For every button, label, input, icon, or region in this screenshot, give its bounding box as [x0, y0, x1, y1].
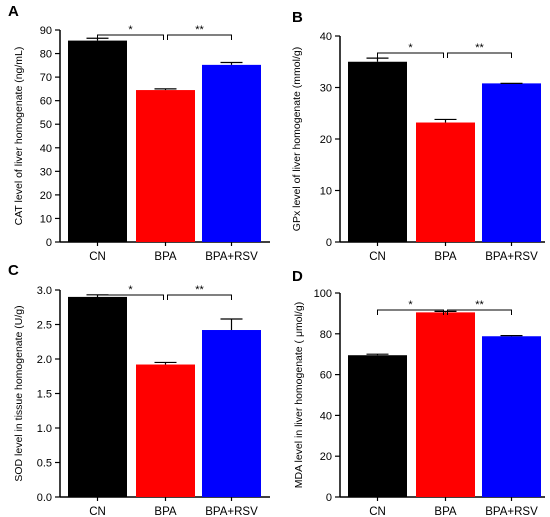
x-tick-label: BPA+RSV	[205, 506, 258, 517]
bar-cn	[348, 61, 407, 242]
y-tick-label: 40	[320, 410, 332, 422]
bar-bpa-rsv	[482, 83, 541, 242]
x-tick-label: BPA	[434, 506, 456, 517]
significance-label: **	[475, 42, 484, 54]
y-tick-label: 2.5	[37, 320, 52, 332]
significance-bracket	[97, 34, 164, 40]
x-tick-label: BPA	[154, 251, 176, 263]
y-tick-label: 1.0	[37, 423, 52, 435]
x-tick-label: BPA+RSV	[485, 506, 538, 517]
bar-cn	[68, 296, 127, 497]
y-axis-label: SOD level in tissue homogenate (U/g)	[13, 305, 25, 481]
chart-panel-b: B GPx level of liver homogenate (mmol/g) 0…	[291, 9, 545, 263]
panel-label: D	[292, 268, 303, 285]
y-tick-label: 0.0	[37, 492, 52, 504]
significance-bracket	[447, 52, 512, 58]
x-tick-label: CN	[369, 506, 386, 517]
y-axis-label: GPx level of liver homogenate (mmol/g)	[291, 47, 303, 231]
y-tick-label: 0.5	[37, 458, 52, 470]
y-tick-label: 40	[320, 31, 332, 43]
y-axis-label: MDA level in liver homogenate ( μmol/g)	[293, 302, 305, 488]
x-tick-label: BPA+RSV	[205, 251, 258, 263]
y-tick-label: 1.5	[37, 389, 52, 401]
y-tick-label: 0	[326, 492, 332, 504]
bar-cn	[348, 355, 407, 497]
y-tick-label: 2.0	[37, 354, 52, 366]
y-tick-label: 80	[40, 49, 52, 61]
significance-label: **	[195, 284, 204, 296]
y-tick-label: 90	[40, 25, 52, 37]
x-tick-label: CN	[89, 251, 106, 263]
significance-label: *	[408, 299, 413, 311]
bar-bpa	[416, 122, 475, 242]
y-tick-label: 80	[320, 329, 332, 341]
y-tick-label: 100	[314, 288, 332, 300]
y-tick-label: 50	[40, 119, 52, 131]
y-tick-label: 60	[320, 370, 332, 382]
chart-panel-a: A CAT level of liver homogenate (ng/mL) 0 1…	[8, 3, 270, 263]
significance-bracket	[377, 52, 444, 58]
significance-label: **	[195, 24, 204, 36]
significance-label: **	[475, 299, 484, 311]
chart-panel-d: D MDA level in liver homogenate ( μmol/g)…	[292, 268, 545, 517]
significance-label: *	[408, 42, 413, 54]
significance-bracket	[377, 309, 444, 315]
y-tick-label: 20	[320, 134, 332, 146]
bar-cn	[68, 40, 127, 242]
bar-bpa-rsv	[482, 336, 541, 497]
y-tick-label: 10	[40, 213, 52, 225]
y-tick-label: 20	[320, 451, 332, 463]
y-tick-label: 60	[40, 96, 52, 108]
bar-bpa	[416, 312, 475, 497]
significance-bracket	[447, 309, 512, 315]
bar-bpa-rsv	[202, 64, 261, 243]
x-tick-label: CN	[369, 251, 386, 263]
significance-bracket	[167, 34, 232, 40]
y-tick-label: 0	[46, 237, 52, 249]
significance-bracket	[167, 294, 232, 300]
panel-label: C	[8, 262, 19, 279]
x-tick-label: CN	[89, 506, 106, 517]
significance-label: *	[128, 24, 133, 36]
x-tick-label: BPA	[434, 251, 456, 263]
bar-bpa-rsv	[202, 330, 261, 497]
y-tick-label: 30	[40, 166, 52, 178]
significance-bracket	[97, 294, 164, 300]
y-tick-label: 70	[40, 72, 52, 84]
y-tick-label: 30	[320, 83, 332, 95]
bar-bpa	[136, 90, 195, 242]
y-tick-label: 0	[326, 237, 332, 249]
y-tick-label: 20	[40, 190, 52, 202]
significance-label: *	[128, 284, 133, 296]
x-tick-label: BPA	[154, 506, 176, 517]
y-axis-label: CAT level of liver homogenate (ng/mL)	[13, 47, 25, 226]
panel-label: B	[292, 9, 303, 26]
y-tick-label: 10	[320, 186, 332, 198]
bar-bpa	[136, 364, 195, 497]
x-tick-label: BPA+RSV	[485, 251, 538, 263]
chart-panel-c: C SOD level in tissue homogenate (U/g) 0.0…	[8, 262, 270, 517]
panel-label: A	[8, 3, 19, 20]
y-tick-label: 3.0	[37, 285, 52, 297]
y-tick-label: 40	[40, 143, 52, 155]
